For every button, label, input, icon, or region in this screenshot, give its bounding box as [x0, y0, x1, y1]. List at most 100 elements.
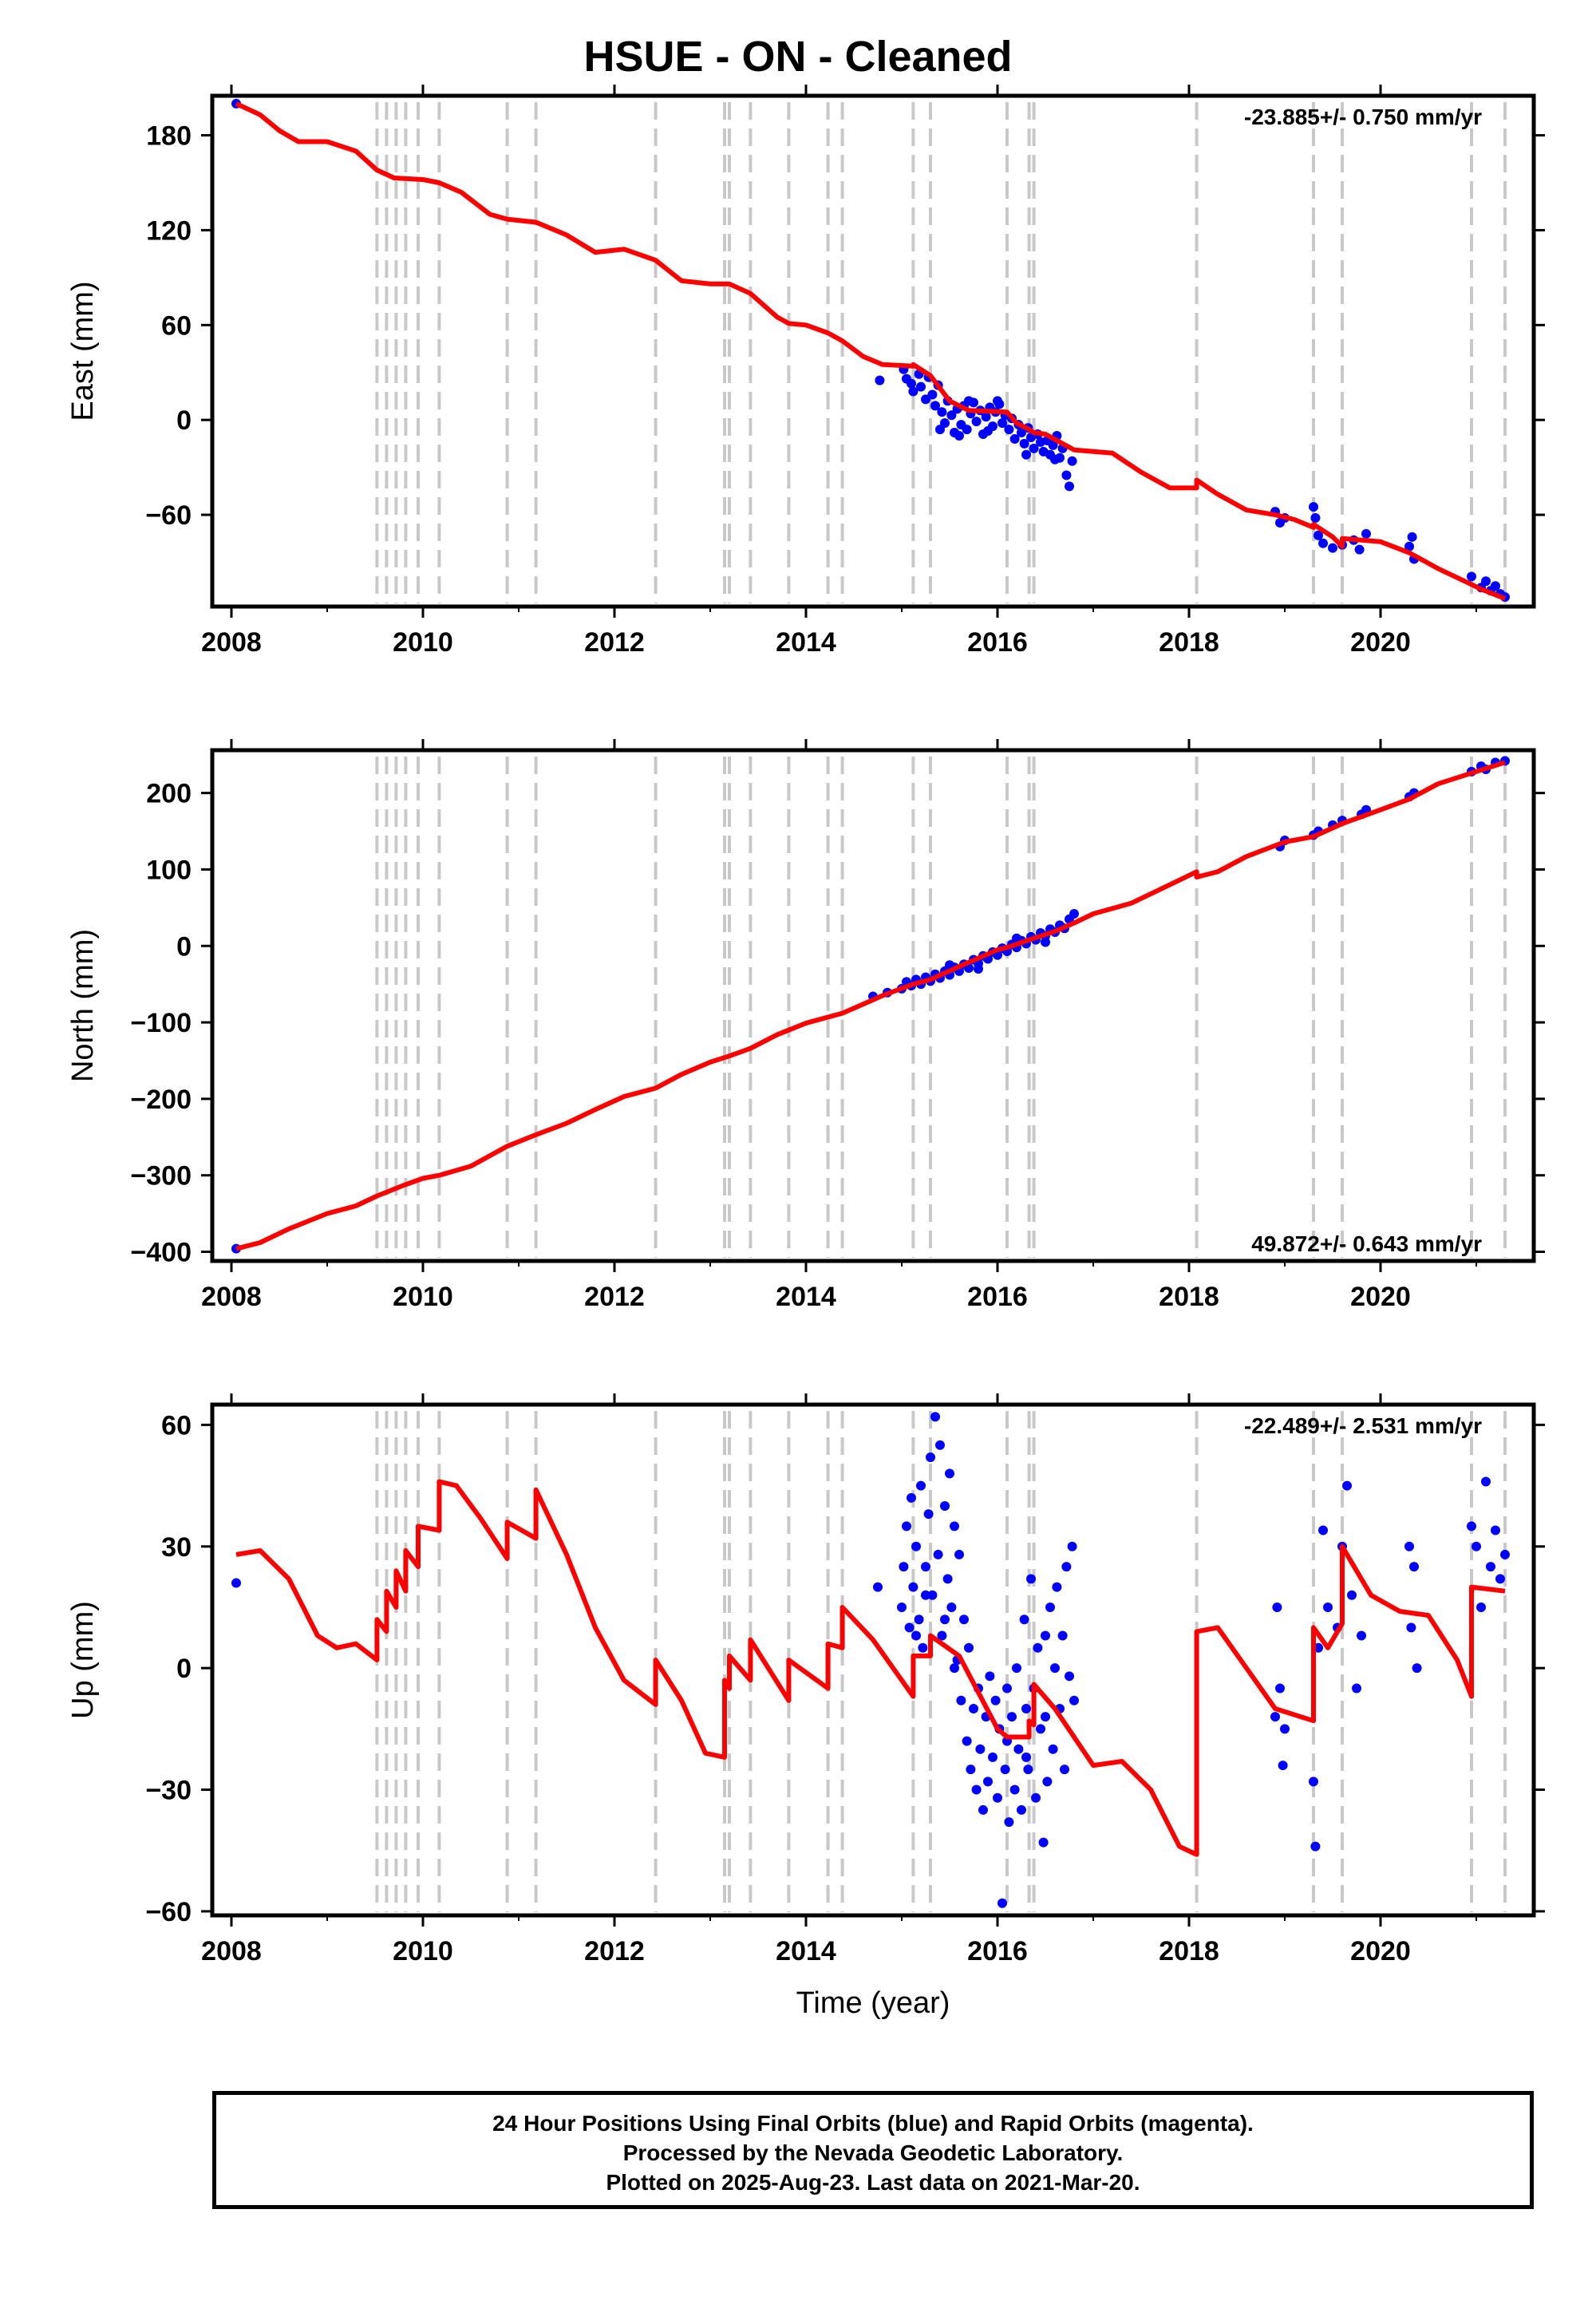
up-obs-point-6	[907, 1492, 916, 1503]
up-obs-point-107	[1491, 1525, 1500, 1535]
up-obs-point-9	[914, 1614, 924, 1625]
up-obs-point-19	[937, 1630, 947, 1641]
up-obs-point-94	[1342, 1480, 1352, 1491]
up-obs-point-30	[964, 1642, 974, 1653]
up-obs-point-8	[911, 1541, 921, 1551]
panel-north: 2008 2010 2012 2014 2016 2018 2020 200 100 0 −100 −…	[66, 739, 1545, 1312]
up-obs-point-49	[1009, 1784, 1020, 1795]
north-ytick-label-5: −300	[130, 1161, 192, 1192]
north-obs-point-42	[1012, 933, 1021, 943]
up-obs-point-15	[927, 1590, 938, 1600]
east-obs-point-24	[971, 417, 982, 427]
up-xtick-label-4: 2016	[967, 1936, 1028, 1966]
east-obs-point-65	[1309, 502, 1318, 512]
up-obs-point-48	[1007, 1712, 1017, 1722]
up-xtick-label-6: 2020	[1350, 1936, 1411, 1966]
up-observations	[231, 1412, 1510, 1908]
page-title: HSUE - ON - Cleaned	[583, 33, 1013, 81]
up-ytick-label-0: 60	[161, 1410, 192, 1441]
east-obs-point-13	[937, 407, 947, 417]
east-xtick-label-5: 2018	[1159, 627, 1219, 658]
east-obs-point-79	[1481, 576, 1491, 587]
east-xtick-label-4: 2016	[967, 627, 1028, 658]
up-rate-label: -22.489+/- 2.531 mm/yr	[1244, 1413, 1482, 1438]
east-obs-point-81	[1491, 581, 1500, 591]
up-obs-point-70	[1060, 1765, 1069, 1775]
up-obs-point-90	[1318, 1525, 1328, 1535]
footer-line-processed: Processed by the Nevada Geodetic Laborat…	[622, 2140, 1124, 2165]
up-obs-point-101	[1412, 1663, 1422, 1674]
east-obs-point-36	[1009, 433, 1020, 444]
east-obs-point-67	[1314, 530, 1323, 540]
east-y-axis-title: East (mm)	[66, 281, 100, 421]
up-obs-point-0	[231, 1578, 241, 1588]
east-model-line	[235, 101, 1507, 601]
up-obs-point-51	[1013, 1744, 1024, 1754]
up-ytick-label-3: −30	[145, 1776, 192, 1806]
up-obs-point-4	[902, 1521, 911, 1531]
east-obs-point-32	[998, 418, 1007, 429]
up-y-axis-title: Up (mm)	[66, 1601, 100, 1719]
up-plot-frame	[210, 1402, 1536, 1918]
north-ytick-label-6: −400	[130, 1238, 192, 1268]
east-ytick-label-4: −60	[145, 500, 192, 531]
east-observations	[231, 98, 1510, 603]
up-obs-point-22	[945, 1468, 954, 1479]
footer-line-plotted: Plotted on 2025-Aug-23. Last data on 202…	[606, 2170, 1140, 2195]
up-obs-point-29	[962, 1736, 972, 1746]
east-obs-point-53	[1065, 481, 1074, 492]
north-xtick-label-0: 2008	[201, 1282, 262, 1312]
up-obs-point-85	[1278, 1761, 1288, 1771]
up-obs-point-61	[1038, 1837, 1049, 1848]
east-obs-point-39	[1019, 438, 1029, 449]
up-obs-point-66	[1050, 1663, 1060, 1674]
east-plot-frame	[210, 93, 1536, 609]
up-obs-point-35	[975, 1744, 986, 1754]
east-obs-point-55	[935, 425, 945, 435]
north-xtick-label-4: 2016	[967, 1282, 1028, 1312]
east-obs-point-21	[962, 425, 972, 435]
east-ytick-label-0: 180	[146, 121, 192, 152]
up-obs-point-2	[897, 1602, 907, 1612]
north-plot-frame	[210, 748, 1536, 1263]
east-obs-point-74	[1404, 541, 1414, 551]
east-xtick-label-0: 2008	[201, 627, 262, 658]
up-obs-point-44	[998, 1898, 1007, 1908]
up-obs-point-96	[1352, 1683, 1361, 1694]
up-obs-point-108	[1495, 1574, 1505, 1584]
up-obs-point-7	[908, 1582, 918, 1592]
up-obs-point-67	[1052, 1582, 1062, 1592]
up-obs-point-88	[1310, 1841, 1321, 1852]
up-obs-point-105	[1481, 1476, 1491, 1487]
north-obs-point-43	[1041, 937, 1050, 947]
up-obs-point-32	[969, 1703, 978, 1713]
up-obs-point-77	[940, 1614, 950, 1625]
east-obs-point-73	[1361, 528, 1371, 539]
east-obs-point-59	[993, 396, 1002, 406]
up-obs-point-23	[946, 1602, 957, 1612]
east-obs-point-56	[954, 431, 964, 441]
east-obs-point-76	[1407, 532, 1417, 542]
up-obs-point-21	[942, 1574, 953, 1584]
up-obs-point-69	[1057, 1630, 1068, 1641]
up-obs-point-13	[923, 1509, 934, 1520]
up-obs-point-78	[950, 1663, 959, 1674]
up-obs-point-38	[983, 1777, 993, 1787]
up-obs-point-86	[1280, 1724, 1290, 1734]
up-obs-point-65	[1048, 1744, 1058, 1754]
east-obs-point-66	[1310, 513, 1321, 524]
north-ytick-label-3: −100	[130, 1008, 192, 1038]
up-obs-point-36	[978, 1804, 988, 1815]
up-obs-point-109	[1500, 1549, 1510, 1559]
east-obs-point-27	[981, 412, 991, 422]
footer-line-orbits: 24 Hour Positions Using Final Orbits (bl…	[492, 2111, 1254, 2136]
east-obs-point-11	[930, 401, 940, 411]
east-obs-point-34	[1004, 425, 1014, 435]
up-obs-point-26	[954, 1549, 964, 1559]
up-obs-point-71	[1061, 1562, 1072, 1572]
north-rate-label: 49.872+/- 0.643 mm/yr	[1251, 1231, 1482, 1256]
east-obs-point-42	[1029, 443, 1039, 453]
up-obs-point-60	[1036, 1724, 1045, 1734]
up-obs-point-80	[1021, 1752, 1031, 1762]
up-obs-point-83	[1272, 1602, 1282, 1612]
